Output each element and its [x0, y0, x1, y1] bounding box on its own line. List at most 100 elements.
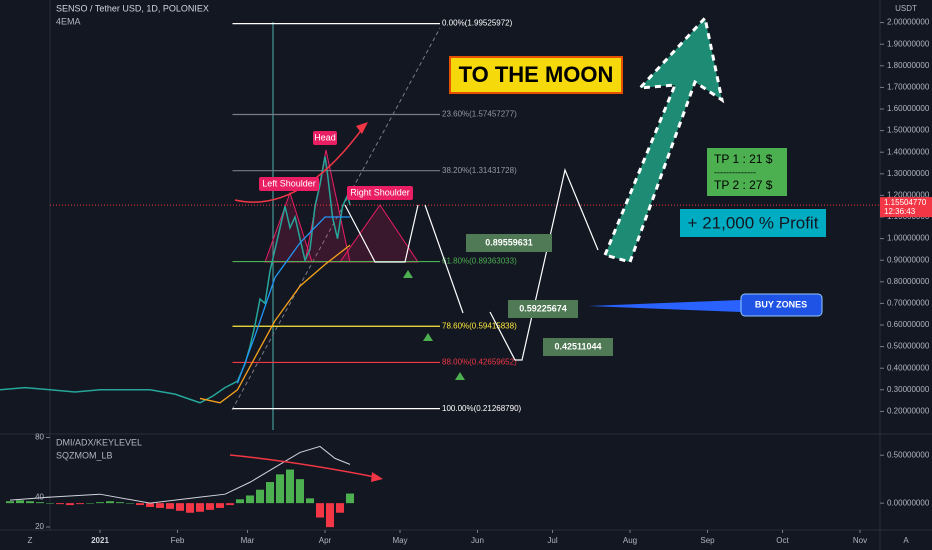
- momentum-bar: [196, 503, 204, 512]
- momentum-bar: [176, 503, 184, 511]
- settings-button[interactable]: A: [903, 536, 909, 545]
- momentum-bar: [146, 503, 154, 507]
- moon-label: TO THE MOON: [459, 62, 614, 87]
- momentum-bar: [346, 493, 354, 504]
- momentum-bar: [156, 503, 164, 508]
- momentum-bar: [316, 503, 324, 518]
- y-tick-label: 0.50000000: [887, 342, 930, 351]
- moon-box: [449, 56, 623, 94]
- price-box-label: 0.59225674: [519, 303, 567, 313]
- momentum-bar: [206, 503, 214, 510]
- momentum-bar: [166, 503, 174, 509]
- y-tick-label: 1.50000000: [887, 126, 930, 135]
- y-tick-label: 1.20000000: [887, 191, 930, 200]
- x-tick-label: May: [392, 536, 407, 545]
- momentum-bar: [216, 503, 224, 508]
- price-line: [0, 156, 351, 404]
- x-tick-label: Aug: [623, 536, 637, 545]
- adx-line: [9, 445, 351, 504]
- price-box: [543, 338, 613, 356]
- price-box: [466, 234, 552, 252]
- y-tick-label: 1.90000000: [887, 39, 930, 48]
- y-tick-label: 1.30000000: [887, 169, 930, 178]
- up-arrow: [455, 372, 465, 380]
- price-box: [508, 300, 578, 318]
- price-line: [199, 244, 351, 404]
- momentum-bar: [86, 503, 94, 504]
- momentum-bar: [256, 489, 264, 504]
- right-shoulder-label: Right Shoulder: [350, 187, 410, 197]
- fib-label: 0.00%(1.99525972): [442, 19, 513, 28]
- tp-box: [707, 148, 787, 196]
- up-arrow: [423, 333, 433, 341]
- label-box: [259, 177, 319, 191]
- buy-zones-box: [740, 293, 823, 317]
- y2-tick-label: 80: [35, 433, 44, 442]
- axis-unit: USDT: [895, 4, 917, 13]
- momentum-bar: [326, 503, 334, 528]
- profit-label: + 21,000 % Profit: [688, 213, 819, 232]
- y-tick-label: 1.70000000: [887, 83, 930, 92]
- projection-path: [344, 204, 419, 263]
- drawings-front: Head Left Shoulder Right Shoulder TO THE…: [28, 3, 917, 545]
- data-layer: 2021 Feb Mar Apr May Jun Jul Aug Sep Oct Nov 0.2000…: [0, 18, 932, 545]
- momentum-bar: [286, 469, 294, 504]
- momentum-bar: [36, 502, 44, 504]
- momentum-bar: [186, 503, 194, 513]
- momentum-bar: [276, 474, 284, 504]
- projection-path: [424, 204, 464, 314]
- momentum-bar: [6, 501, 14, 504]
- y-tick-label: 2.00000000: [887, 18, 930, 27]
- momentum-bar: [56, 503, 64, 505]
- y-tick-label: 1.80000000: [887, 61, 930, 70]
- momentum-bar: [26, 501, 34, 504]
- momentum-bar: [236, 499, 244, 504]
- tp1-label: TP 1 : 21 $: [714, 152, 773, 166]
- momentum-bar: [306, 498, 314, 504]
- label-box: [313, 131, 337, 145]
- last-price-label: 1.15504770: [884, 198, 927, 207]
- fib-label: 88.00%(0.42659652): [442, 358, 517, 367]
- x-tick-label: Sep: [700, 536, 715, 545]
- momentum-bar: [266, 482, 274, 504]
- fib-label: 61.80%(0.89363033): [442, 257, 517, 266]
- x-tick-label: Jul: [547, 536, 557, 545]
- arrow-head: [356, 122, 368, 134]
- up-arrow: [403, 270, 413, 278]
- arrow-head: [371, 472, 383, 482]
- tp2-label: TP 2 : 27 $: [714, 178, 773, 192]
- moon-arrow: [602, 14, 725, 264]
- momentum-bar: [76, 503, 84, 505]
- y-tick-label: 0.60000000: [887, 320, 930, 329]
- price-box-label: 0.42511044: [554, 341, 601, 351]
- profit-box: [680, 209, 826, 237]
- momentum-bar: [126, 503, 134, 504]
- momentum-bar: [46, 503, 54, 504]
- momentum-bar: [96, 502, 104, 504]
- momentum-bar: [336, 503, 344, 513]
- symbol-title: SENSO / Tether USD, 1D, POLONIEX: [56, 3, 209, 13]
- y-tick-label: 0.90000000: [887, 255, 930, 264]
- y-tick-label: 1.40000000: [887, 147, 930, 156]
- indicator-red-arrow: [229, 454, 381, 479]
- indicator-name: 4EMA: [56, 16, 81, 26]
- fib-label: 38.20%(1.31431728): [442, 166, 517, 175]
- x-tick-label: 2021: [91, 536, 109, 545]
- momentum-bar: [296, 479, 304, 504]
- trend-line: [231, 27, 441, 411]
- projection-path: [489, 168, 599, 361]
- indicator-title: DMI/ADX/KEYLEVEL: [56, 437, 142, 447]
- fib-label: 78.60%(0.59415838): [442, 321, 517, 330]
- momentum-bar: [106, 501, 114, 504]
- y-tick-label: 0.30000000: [887, 385, 930, 394]
- zoom-button[interactable]: Z: [28, 536, 33, 545]
- y-tick-label: 0.50000000: [887, 450, 930, 459]
- indicator-name: SQZMOM_LB: [56, 450, 113, 460]
- countdown-label: 12:36:43: [884, 207, 916, 216]
- fib-label: 100.00%(0.21268790): [442, 404, 522, 413]
- buy-zones-label: BUY ZONES: [755, 299, 807, 309]
- x-tick-label: Nov: [853, 536, 867, 545]
- y-tick-label: 0.20000000: [887, 407, 930, 416]
- callout-pointer: [588, 300, 741, 312]
